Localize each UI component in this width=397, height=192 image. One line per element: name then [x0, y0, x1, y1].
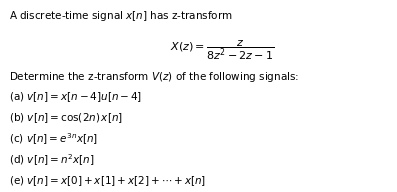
Text: (b) $v[n] = \cos(2n)\, x[n]$: (b) $v[n] = \cos(2n)\, x[n]$	[9, 111, 123, 125]
Text: $X(z) = \dfrac{z}{8z^2 - 2z - 1}$: $X(z) = \dfrac{z}{8z^2 - 2z - 1}$	[170, 38, 274, 62]
Text: (e) $v[n] = x[0] + x[1] + x[2] + \cdots + x[n]$: (e) $v[n] = x[0] + x[1] + x[2] + \cdots …	[9, 175, 206, 188]
Text: (d) $v[n] = n^2 x[n]$: (d) $v[n] = n^2 x[n]$	[9, 152, 94, 168]
Text: Determine the z-transform $V(z)$ of the following signals:: Determine the z-transform $V(z)$ of the …	[9, 70, 299, 84]
Text: (c) $v[n] = e^{3n}x[n]$: (c) $v[n] = e^{3n}x[n]$	[9, 131, 98, 147]
Text: A discrete-time signal $x[n]$ has z-transform: A discrete-time signal $x[n]$ has z-tran…	[9, 9, 232, 23]
Text: (a) $v[n] = x[n-4]u[n-4]$: (a) $v[n] = x[n-4]u[n-4]$	[9, 90, 142, 104]
